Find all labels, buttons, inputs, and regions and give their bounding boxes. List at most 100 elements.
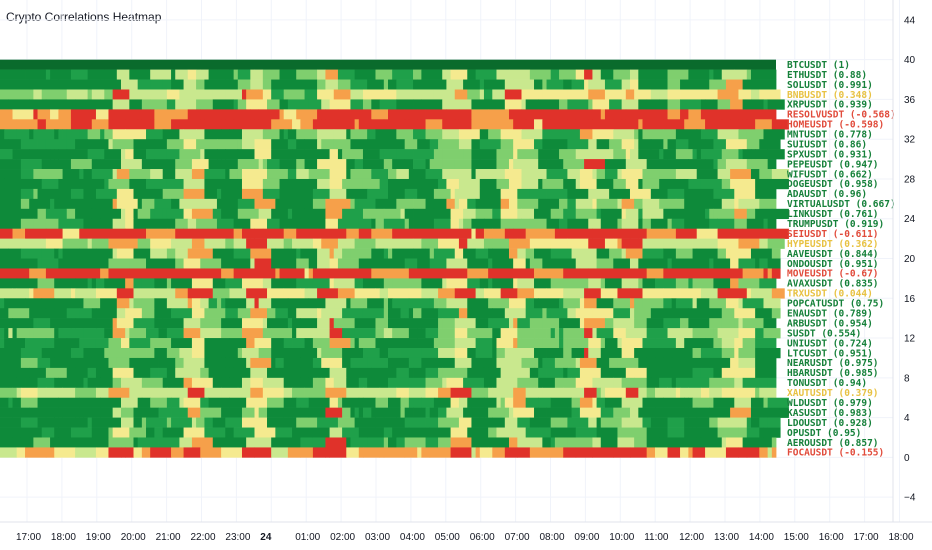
heatmap-cell <box>542 139 552 150</box>
heatmap-cell <box>600 109 606 120</box>
heatmap-cell <box>479 188 489 200</box>
heatmap-cell <box>225 357 235 369</box>
heatmap-cell <box>75 328 84 339</box>
heatmap-cell <box>287 208 293 220</box>
heatmap-cell <box>688 109 702 120</box>
heatmap-cell <box>0 188 22 200</box>
heatmap-cell <box>709 318 723 329</box>
heatmap-cell <box>342 268 351 279</box>
heatmap-cell <box>667 89 681 100</box>
heatmap-cell <box>271 119 293 130</box>
heatmap-cell <box>45 69 51 80</box>
heatmap-cell <box>621 139 627 150</box>
heatmap-cell <box>542 258 556 269</box>
heatmap-cell <box>317 328 330 339</box>
heatmap-cell <box>413 129 426 140</box>
heatmap-cell <box>225 79 235 90</box>
heatmap-cell <box>721 338 735 349</box>
heatmap-cell <box>483 308 493 319</box>
heatmap-cell <box>663 318 677 329</box>
heatmap-cell <box>41 169 63 180</box>
heatmap-cell <box>321 357 343 369</box>
heatmap-cell <box>504 79 514 90</box>
heatmap-cell <box>258 109 280 120</box>
heatmap-cell <box>588 238 606 249</box>
heatmap-cell <box>705 238 718 249</box>
heatmap-cell <box>746 139 760 150</box>
heatmap-cell <box>37 397 59 408</box>
heatmap-cell <box>146 328 159 339</box>
heatmap-cell <box>496 169 506 180</box>
heatmap-cell <box>483 228 493 239</box>
heatmap-cell <box>133 417 143 428</box>
heatmap-cell <box>379 99 397 110</box>
heatmap-cell <box>329 178 343 190</box>
heatmap-cell <box>237 308 251 319</box>
heatmap-cell <box>675 298 693 309</box>
heatmap-cell <box>250 248 272 259</box>
heatmap-cell <box>183 129 197 140</box>
heatmap-cell <box>300 248 318 259</box>
heatmap-cell <box>158 407 172 418</box>
heatmap-cell <box>37 208 47 220</box>
heatmap-cell <box>429 248 435 259</box>
heatmap-cell <box>267 318 289 329</box>
heatmap-cell <box>279 129 285 140</box>
heatmap-cell <box>375 338 389 349</box>
heatmap-cell <box>446 109 460 120</box>
heatmap-cell <box>104 328 114 339</box>
heatmap-cell <box>191 308 205 319</box>
heatmap-cell <box>287 99 310 110</box>
heatmap-cell <box>75 407 93 418</box>
heatmap-cell <box>513 139 535 150</box>
symbol-label: SOLUSDT (0.991) <box>787 80 873 91</box>
heatmap-cell <box>183 447 201 458</box>
heatmap-cell <box>767 99 785 110</box>
heatmap-cell <box>613 447 631 458</box>
heatmap-cell <box>342 248 351 259</box>
heatmap-cell <box>367 357 389 369</box>
heatmap-cell <box>254 268 276 279</box>
heatmap-cell <box>312 377 318 389</box>
heatmap-cell <box>559 89 568 100</box>
heatmap-cell <box>25 338 47 349</box>
heatmap-cell <box>500 198 510 210</box>
heatmap-cell <box>158 367 168 379</box>
heatmap-cell <box>337 238 356 249</box>
heatmap-cell <box>617 69 631 80</box>
heatmap-cell <box>296 228 318 239</box>
heatmap-cell <box>475 447 481 458</box>
heatmap-cell <box>692 328 714 339</box>
heatmap-cell <box>162 139 168 150</box>
heatmap-cell <box>375 318 389 329</box>
heatmap-cell <box>279 188 293 200</box>
heatmap-cell <box>221 298 226 309</box>
heatmap-cell <box>171 447 184 458</box>
heatmap-cell <box>37 109 51 120</box>
heatmap-cell <box>721 367 735 379</box>
heatmap-cell <box>404 109 418 120</box>
heatmap-cell <box>116 318 134 329</box>
heatmap-cell <box>154 188 164 200</box>
heatmap-cell <box>688 228 698 239</box>
heatmap-cell <box>734 397 752 408</box>
heatmap-cell <box>413 198 426 210</box>
heatmap-cell <box>125 308 143 319</box>
heatmap-cell <box>504 348 518 359</box>
heatmap-cell <box>162 318 184 329</box>
heatmap-cell <box>663 348 685 359</box>
heatmap-cell <box>91 188 97 200</box>
heatmap-cell <box>396 129 414 140</box>
heatmap-cell <box>425 159 431 170</box>
heatmap-cell <box>425 417 439 428</box>
heatmap-cell <box>517 208 522 220</box>
heatmap-cell <box>229 169 239 180</box>
heatmap-cell <box>475 238 481 249</box>
heatmap-cell <box>730 407 752 418</box>
heatmap-cell <box>367 298 385 309</box>
heatmap-cell <box>317 79 322 90</box>
heatmap-cell <box>179 348 189 359</box>
heatmap-cell <box>675 377 689 389</box>
heatmap-cell <box>0 417 22 428</box>
